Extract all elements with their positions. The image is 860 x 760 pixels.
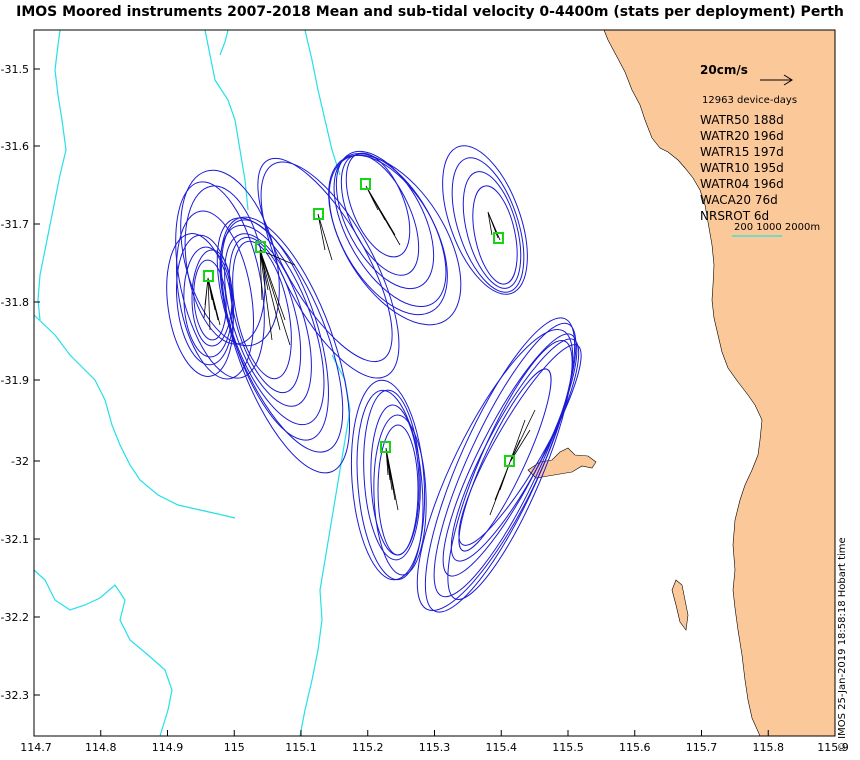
x-tick-label: 114.7 (20, 741, 52, 754)
isobath-lines (33, 29, 782, 737)
variance-ellipses (166, 145, 582, 613)
x-tick-label: 114.8 (85, 741, 117, 754)
scale-arrow (760, 74, 793, 86)
x-tick-label: 115.2 (352, 741, 384, 754)
x-tick-label: 115.3 (419, 741, 451, 754)
y-tick-label: -31.5 (1, 63, 29, 76)
rottnest-island (527, 447, 597, 479)
y-tick-marks (34, 68, 40, 696)
legend-entry: WATR50 188d (700, 113, 784, 127)
mooring-marker (380, 441, 391, 453)
land-mass (603, 29, 836, 737)
scale-label: 20cm/s (700, 63, 748, 77)
garden-island (671, 579, 689, 631)
y-tick-label: -32 (11, 455, 29, 468)
legend-entry: NRSROT 6d (700, 209, 769, 223)
y-tick-label: -31.7 (1, 218, 29, 231)
device-days: 12963 device-days (702, 95, 797, 106)
y-tick-label: -32.2 (1, 611, 29, 624)
mooring-marker (493, 232, 504, 244)
mooring-marker (255, 241, 266, 253)
x-tick-label: 115.7 (686, 741, 718, 754)
x-tick-label: 115.9 (817, 741, 849, 754)
velocity-arrows (203, 185, 536, 516)
x-tick-label: 115.6 (619, 741, 651, 754)
timestamp-stamp: © IMOS 25-Jan-2019 18:58:18 Hobart time (837, 537, 848, 752)
x-tick-label: 115.1 (285, 741, 317, 754)
x-tick-marks (33, 730, 836, 736)
legend-entry: WATR04 196d (700, 177, 784, 191)
x-tick-label: 114.9 (152, 741, 184, 754)
legend-entry: WATR15 197d (700, 145, 784, 159)
mooring-markers (203, 178, 515, 467)
x-tick-label: 115.8 (753, 741, 785, 754)
x-tick-label: 115.5 (552, 741, 584, 754)
x-tick-label: 115 (224, 741, 245, 754)
mooring-marker (313, 208, 324, 220)
mooring-marker (360, 178, 371, 190)
y-tick-label: -32.1 (1, 533, 29, 546)
chart-title: IMOS Moored instruments 2007-2018 Mean a… (16, 4, 844, 20)
y-tick-label: -31.9 (1, 374, 29, 387)
x-tick-label: 115.4 (486, 741, 518, 754)
y-tick-label: -31.6 (1, 140, 29, 153)
y-tick-label: -32.3 (1, 689, 29, 702)
y-tick-label: -31.8 (1, 296, 29, 309)
legend-entry: WACA20 76d (700, 193, 778, 207)
legend-entry: WATR10 195d (700, 161, 784, 175)
mooring-marker (203, 270, 214, 282)
legend: 20cm/s 12963 device-days WATR50 188d WAT… (700, 63, 820, 233)
isobath-label: 200 1000 2000m (734, 222, 820, 233)
legend-entry: WATR20 196d (700, 129, 784, 143)
mooring-marker (504, 455, 515, 467)
